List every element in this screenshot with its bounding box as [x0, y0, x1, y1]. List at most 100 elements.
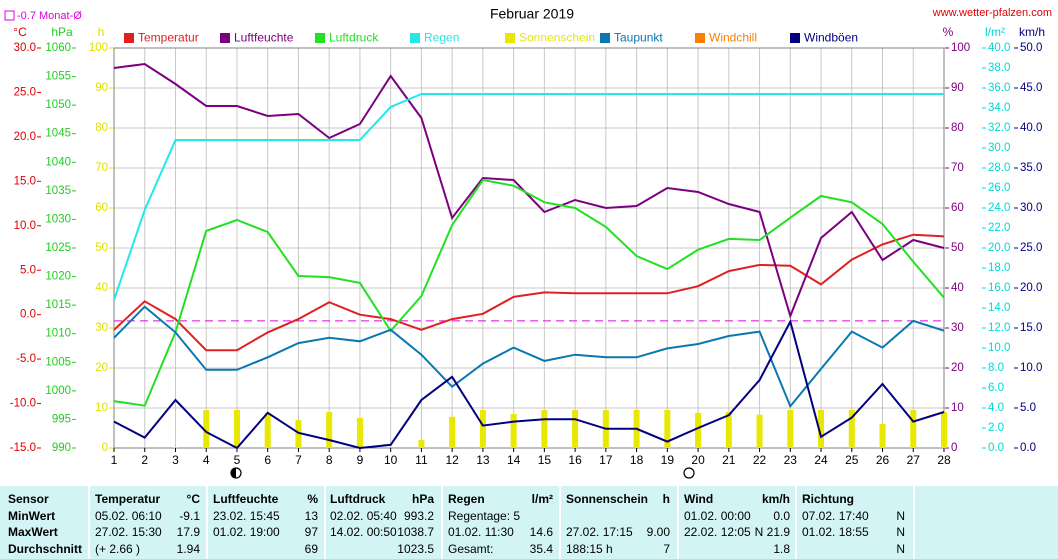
legend-label: Luftfeuchte [234, 31, 294, 45]
y-tick-label: 5.0 [20, 264, 36, 276]
bar [510, 414, 517, 448]
y-tick-label: 100 [89, 42, 108, 54]
y-tick-label: 25.0 [1020, 242, 1042, 254]
table-cell: Sonnenschein [566, 492, 649, 506]
y-tick-label: 0 [102, 442, 108, 454]
y-tick-label: 32.0 [988, 122, 1010, 134]
x-tick-label: 9 [357, 453, 364, 467]
column-separator [795, 486, 797, 559]
table-cell: 01.02. 11:30 [448, 525, 514, 539]
table-cell: 1023.5 [397, 541, 434, 556]
legend-label: Regen [424, 31, 459, 45]
y-tick-label: 60 [951, 202, 964, 214]
y-tick-label: 2.0 [988, 422, 1004, 434]
table-cell: Regen [448, 492, 485, 506]
x-tick-label: 23 [784, 453, 798, 467]
y-tick-label: 1050 [45, 99, 71, 111]
table-cell: 1.94 [176, 541, 200, 556]
line [113, 93, 944, 301]
legend-swatch [220, 33, 230, 43]
legend-label: Windböen [804, 31, 858, 45]
bar [264, 412, 271, 448]
y-tick-label: 20.0 [14, 131, 36, 143]
y-tick-label: 30.0 [988, 142, 1010, 154]
bar [818, 410, 825, 448]
y-tick-label: 0 [951, 442, 957, 454]
table-cell: Sensor [8, 492, 49, 506]
y-tick-label: -5.0 [16, 353, 36, 365]
y-tick-label: 30 [95, 322, 108, 334]
table-cell: MinWert [8, 508, 56, 523]
table-cell: 05.02. 06:10 [95, 508, 162, 523]
table-cell: Temperatur [95, 492, 161, 506]
y-tick-label: 1025 [45, 242, 71, 254]
bar [941, 412, 947, 448]
table-cell: 1.8 [773, 541, 790, 556]
bar [233, 410, 240, 448]
x-tick-label: 7 [295, 453, 302, 467]
y-tick-label: 36.0 [988, 82, 1010, 94]
bar [879, 424, 886, 448]
y-tick-label: 10 [951, 402, 964, 414]
y-tick-label: 15.0 [1020, 322, 1042, 334]
bar [418, 440, 425, 448]
table-cell: 188:15 h [566, 541, 613, 556]
y-tick-label: 1000 [45, 385, 71, 397]
table-cell: 13 [304, 508, 318, 523]
table-cell: 9.00 [646, 525, 670, 539]
table-cell: Richtung [802, 492, 854, 506]
y-tick-label: 45.0 [1020, 82, 1042, 94]
y-tick-label: 1010 [45, 328, 71, 340]
bar [572, 410, 579, 448]
y-tick-label: 10.0 [1020, 362, 1042, 374]
y-tick-label: 25.0 [14, 86, 36, 98]
table-cell: Wind [684, 492, 714, 506]
line [113, 305, 945, 409]
x-tick-label: 17 [599, 453, 613, 467]
table-cell: 0.0 [773, 508, 790, 523]
y-tick-label: 70 [95, 162, 108, 174]
table-cell: 23.02. 15:45 [213, 508, 280, 523]
table-cell: 07.02. 17:40 [802, 508, 869, 523]
y-tick-label: 40.0 [988, 42, 1010, 54]
y-tick-label: 1055 [45, 71, 71, 83]
legend-label: Taupunkt [614, 31, 663, 45]
y-tick-label: 22.0 [988, 222, 1010, 234]
line [113, 318, 945, 450]
bar [356, 418, 363, 448]
x-tick-label: 18 [630, 453, 644, 467]
y-tick-label: 35.0 [1020, 162, 1042, 174]
y-tick-label: 26.0 [988, 182, 1010, 194]
axis-unit: % [943, 25, 954, 39]
table-cell: N 21.9 [754, 525, 790, 539]
y-tick-label: 30.0 [1020, 202, 1042, 214]
y-tick-label: 14.0 [988, 302, 1010, 314]
y-tick-label: 0.0 [20, 309, 36, 321]
table-cell: Durchschnitt [8, 541, 83, 556]
table-cell: l/m² [531, 492, 553, 506]
legend-swatch [315, 33, 325, 43]
x-tick-label: 14 [507, 453, 521, 467]
y-tick-label: 34.0 [988, 102, 1010, 114]
y-tick-label: 24.0 [988, 202, 1010, 214]
y-tick-label: 20 [95, 362, 108, 374]
y-tick-label: 0.0 [1020, 442, 1036, 454]
table-cell: % [307, 492, 318, 506]
y-tick-label: 50 [951, 242, 964, 254]
y-tick-label: 30 [951, 322, 964, 334]
axis-unit: l/m² [985, 25, 1005, 39]
bar [479, 410, 486, 448]
axis-unit: km/h [1019, 25, 1045, 39]
table-cell: 27.02. 17:15 [566, 525, 633, 539]
table-cell: (+ 2.66 ) [95, 541, 141, 556]
source: www.wetter-pfalzen.com [932, 7, 1052, 19]
column-separator [677, 486, 679, 559]
bar [664, 410, 671, 448]
bar [695, 412, 702, 448]
y-tick-label: 50 [95, 242, 108, 254]
y-tick-label: 4.0 [988, 402, 1004, 414]
table-cell: 35.4 [529, 541, 553, 556]
x-tick-label: 22 [753, 453, 767, 467]
bar [787, 410, 794, 448]
legend-label: Temperatur [138, 31, 199, 45]
